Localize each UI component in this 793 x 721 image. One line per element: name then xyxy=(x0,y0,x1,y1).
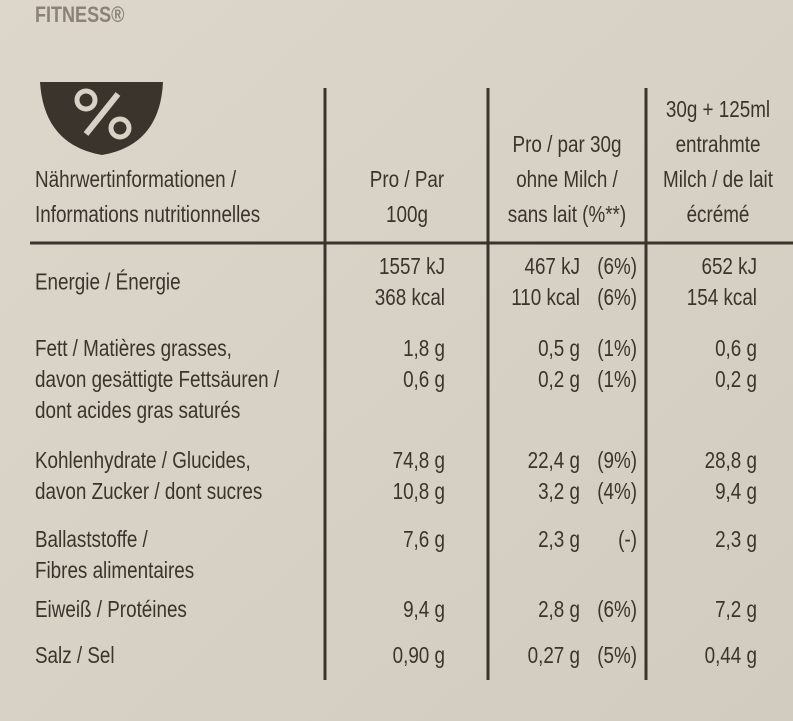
header-cell: 100g xyxy=(386,202,428,227)
value-cell: 2,3 g xyxy=(715,527,757,552)
row-label: Energie / Énergie xyxy=(35,270,181,295)
header-cell: Nährwertinformationen / xyxy=(35,167,236,192)
value-cell: (6%) xyxy=(597,285,637,310)
bowl-icon xyxy=(40,82,163,155)
value-cell: 22,4 g xyxy=(528,448,580,473)
value-cell: 368 kcal xyxy=(375,285,445,310)
row-label: Salz / Sel xyxy=(35,643,115,668)
value-cell: 1557 kJ xyxy=(379,254,445,279)
value-cell: (6%) xyxy=(597,254,637,279)
value-cell: 28,8 g xyxy=(705,448,757,473)
value-cell: (9%) xyxy=(597,448,637,473)
brand: FITNESS® xyxy=(35,3,125,27)
table-rules xyxy=(30,88,793,680)
value-cell: (4%) xyxy=(597,479,637,504)
value-cell: 0,6 g xyxy=(715,336,757,361)
value-cell: 154 kcal xyxy=(687,285,757,310)
value-cell: 0,44 g xyxy=(705,643,757,668)
row-label: Kohlenhydrate / Glucides, xyxy=(35,448,251,473)
text-layer: FITNESS® Nährwertinformationen / Informati… xyxy=(35,3,773,668)
row-label: Eiweiß / Protéines xyxy=(35,597,187,622)
value-cell: 110 kcal xyxy=(511,285,580,310)
row-label: Fibres alimentaires xyxy=(35,558,194,583)
value-cell: 467 kJ xyxy=(524,254,580,279)
header-cell: entrahmte xyxy=(676,132,761,157)
header-cell: sans lait (%**) xyxy=(508,202,626,227)
row-label: Fett / Matières grasses, xyxy=(35,336,232,361)
value-cell: 10,8 g xyxy=(393,479,445,504)
value-cell: 7,2 g xyxy=(715,597,757,622)
value-cell: (1%) xyxy=(597,367,637,392)
header-cell: 30g + 125ml xyxy=(666,97,770,122)
value-cell: 0,2 g xyxy=(538,367,580,392)
header-cell: Pro / par 30g xyxy=(513,132,622,157)
header-cell: Informations nutritionnelles xyxy=(35,202,260,227)
value-cell: 2,3 g xyxy=(538,527,580,552)
header-cell: écrémé xyxy=(687,202,750,227)
value-cell: 0,5 g xyxy=(538,336,580,361)
row-label: Ballaststoffe / xyxy=(35,527,148,552)
header-cell: Milch / de lait xyxy=(663,167,773,192)
value-cell: 0,27 g xyxy=(528,643,580,668)
value-cell: (5%) xyxy=(597,643,637,668)
value-cell: 0,2 g xyxy=(715,367,757,392)
header-cell: ohne Milch / xyxy=(516,167,618,192)
value-cell: 3,2 g xyxy=(538,479,580,504)
value-cell: (1%) xyxy=(597,336,637,361)
value-cell: (6%) xyxy=(597,597,637,622)
row-label: davon Zucker / dont sucres xyxy=(35,479,262,504)
header-cell: Pro / Par xyxy=(370,167,444,192)
value-cell: 1,8 g xyxy=(403,336,445,361)
row-label: davon gesättigte Fettsäuren / xyxy=(35,367,279,392)
value-cell: 74,8 g xyxy=(393,448,445,473)
value-cell: 9,4 g xyxy=(715,479,757,504)
value-cell: 0,6 g xyxy=(403,367,445,392)
value-cell: 652 kJ xyxy=(701,254,757,279)
value-cell: 0,90 g xyxy=(393,643,445,668)
row-label: dont acides gras saturés xyxy=(35,398,240,423)
value-cell: (-) xyxy=(618,527,637,552)
value-cell: 9,4 g xyxy=(403,597,445,622)
value-cell: 2,8 g xyxy=(538,597,580,622)
value-cell: 7,6 g xyxy=(403,527,445,552)
